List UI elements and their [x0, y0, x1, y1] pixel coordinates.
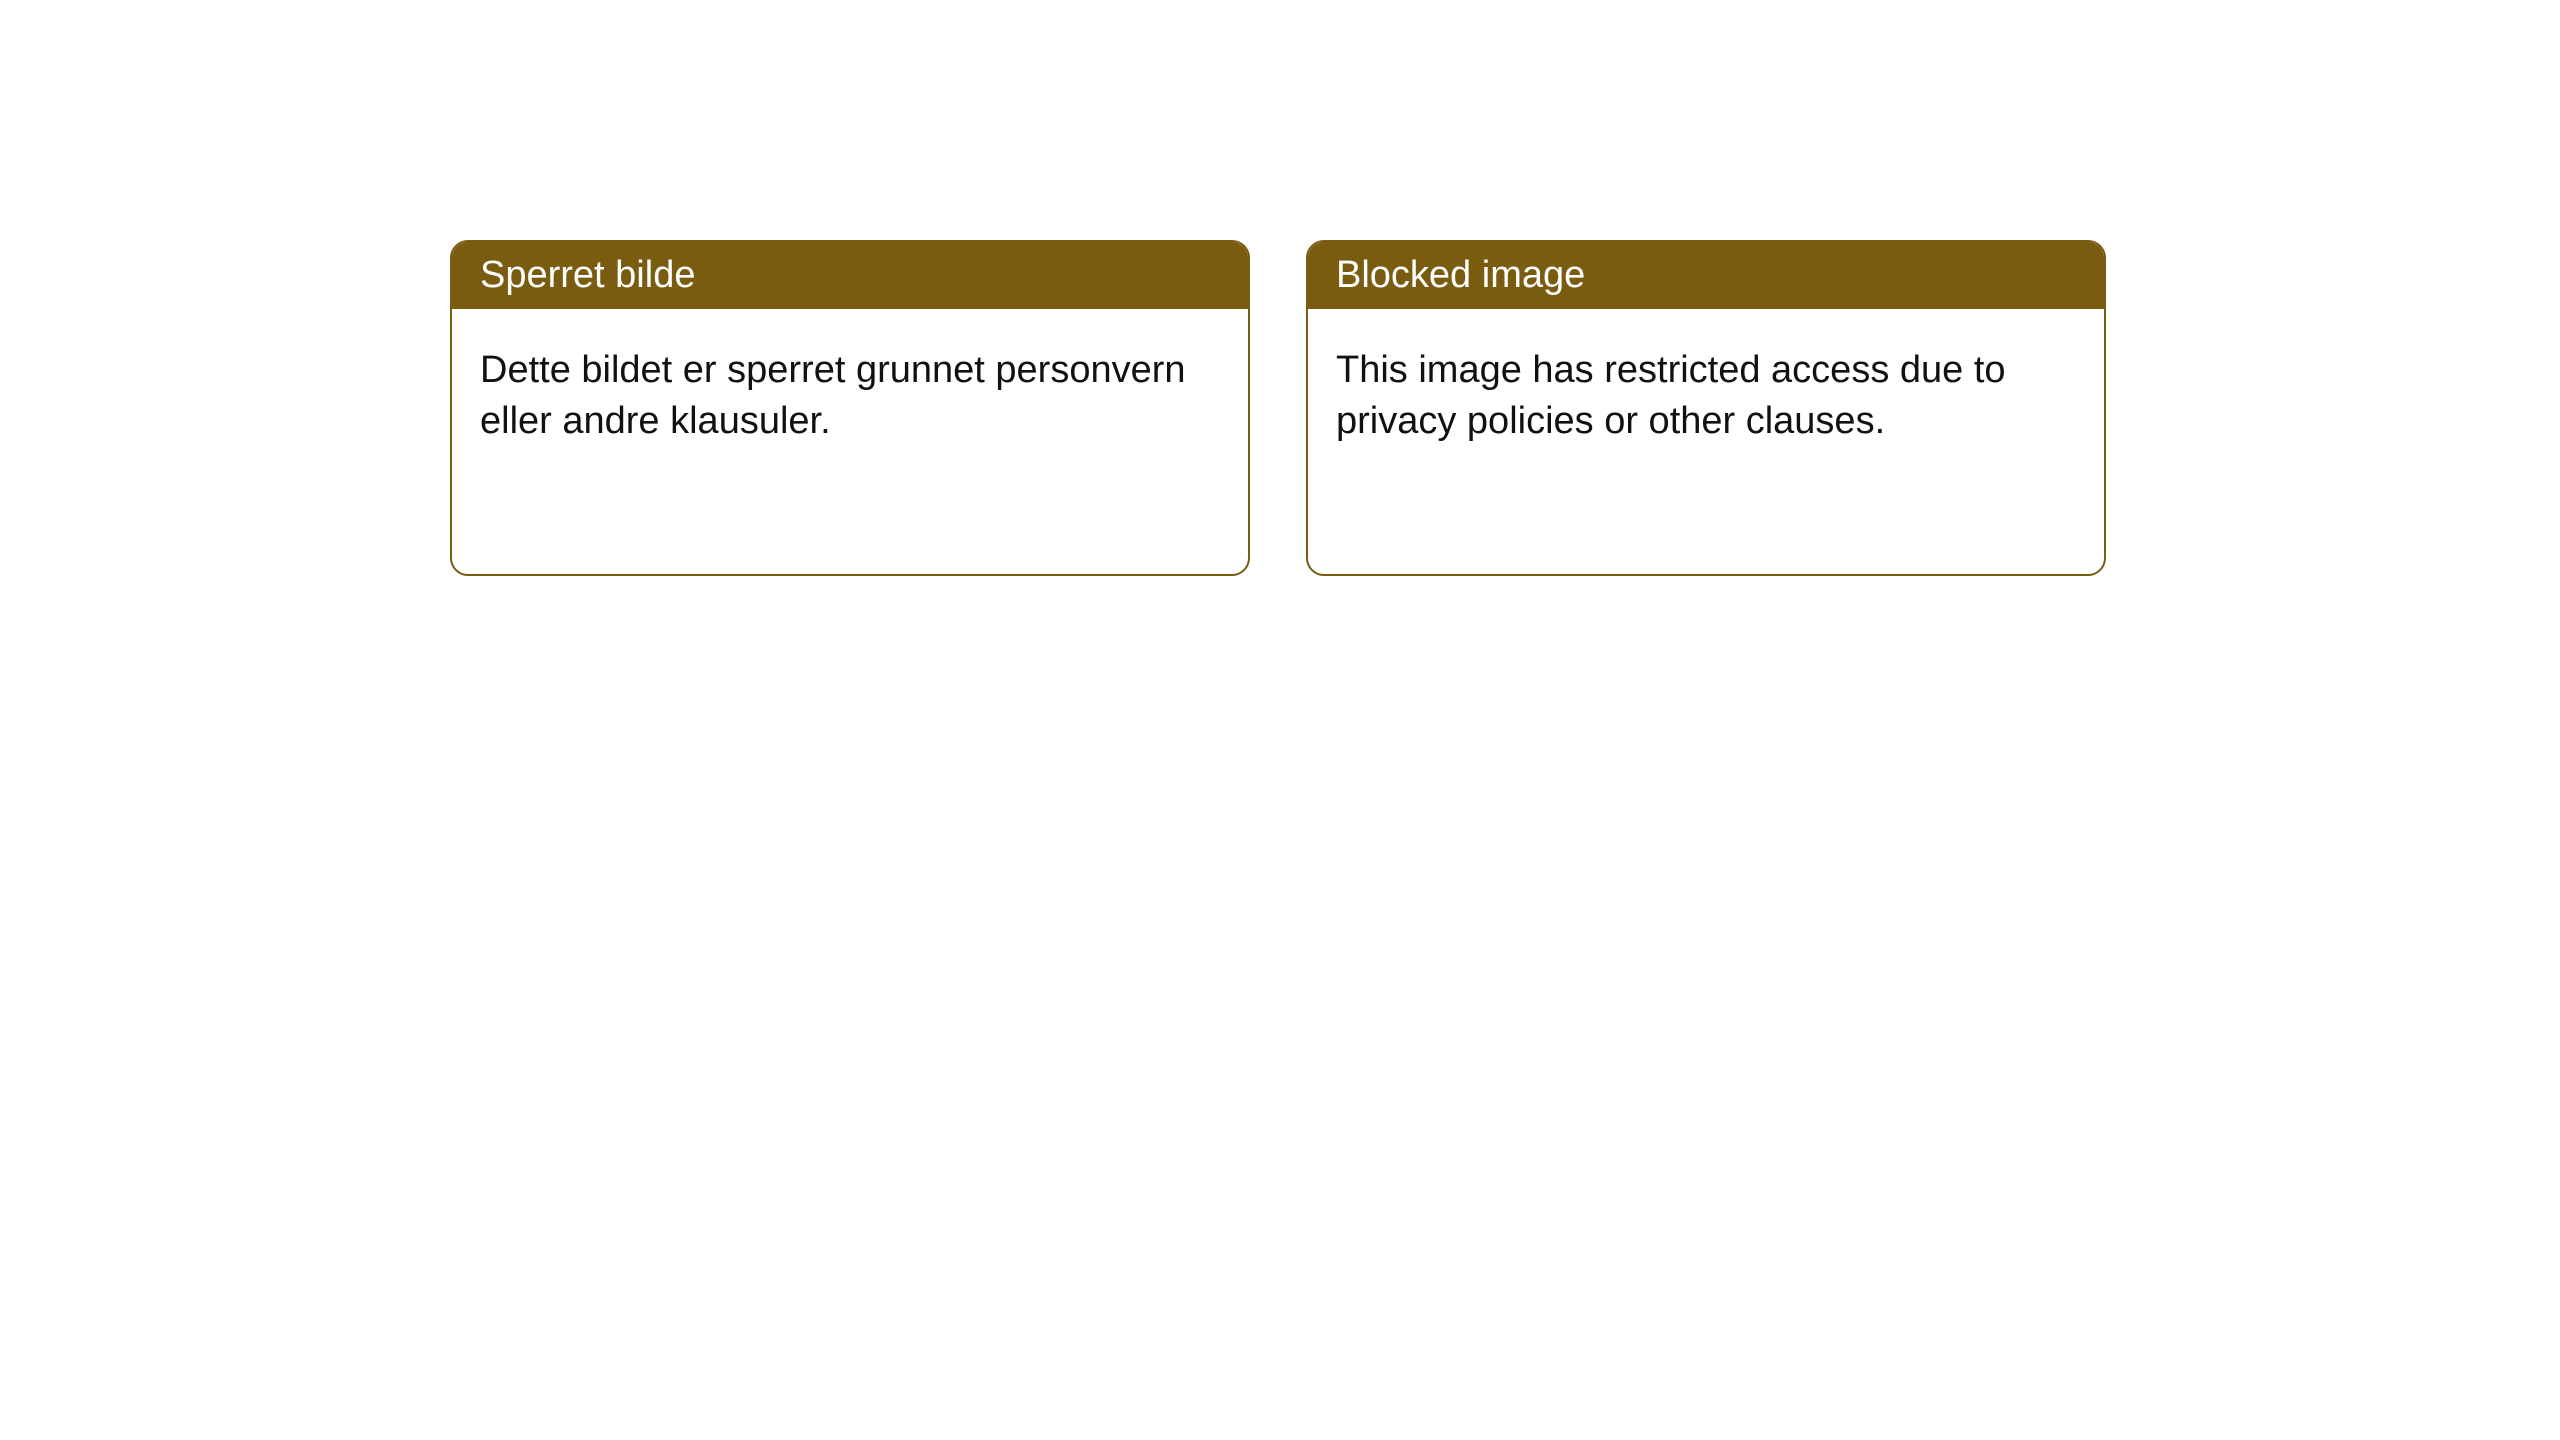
- notice-title: Sperret bilde: [480, 254, 695, 296]
- notice-body: Dette bildet er sperret grunnet personve…: [452, 309, 1248, 484]
- notice-card-english: Blocked image This image has restricted …: [1306, 240, 2106, 576]
- notice-header: Sperret bilde: [452, 242, 1248, 309]
- notice-card-norwegian: Sperret bilde Dette bildet er sperret gr…: [450, 240, 1250, 576]
- notice-body: This image has restricted access due to …: [1308, 309, 2104, 484]
- notice-container: Sperret bilde Dette bildet er sperret gr…: [450, 240, 2106, 576]
- notice-text: This image has restricted access due to …: [1336, 349, 2006, 442]
- notice-text: Dette bildet er sperret grunnet personve…: [480, 349, 1186, 442]
- notice-header: Blocked image: [1308, 242, 2104, 309]
- notice-title: Blocked image: [1336, 254, 1585, 296]
